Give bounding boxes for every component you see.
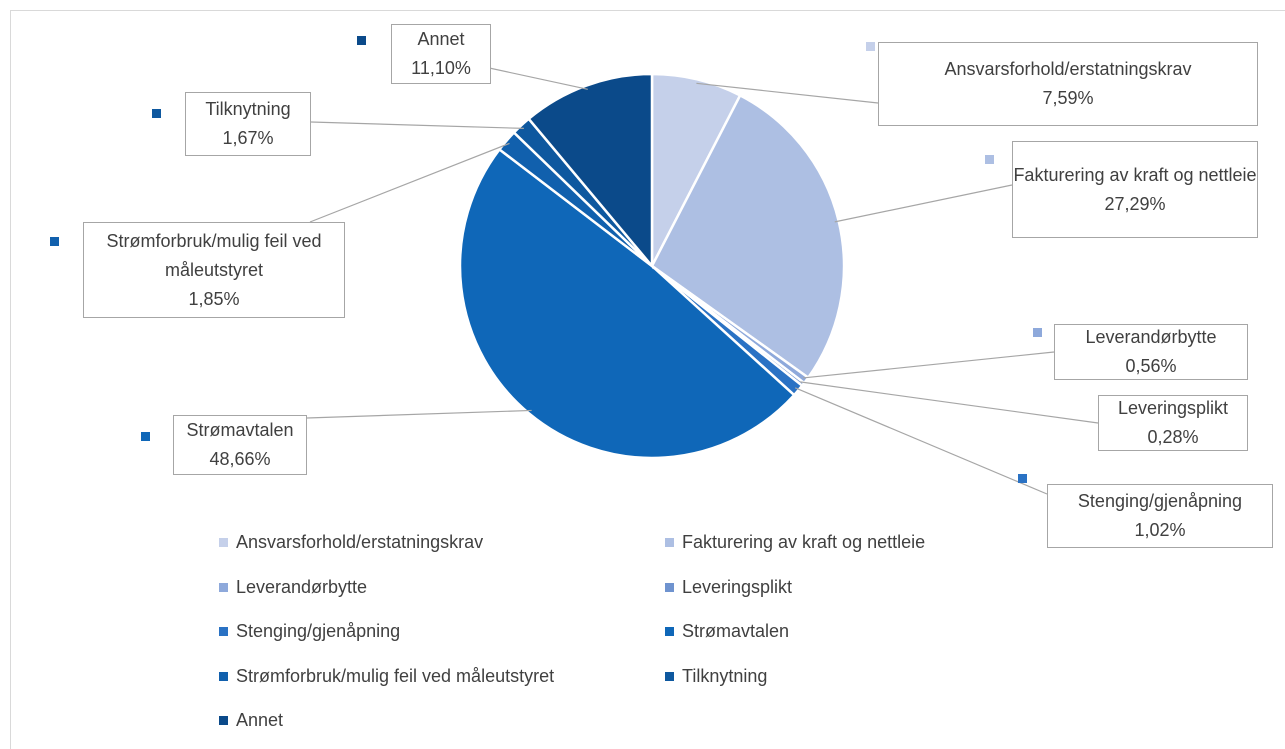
leader-line <box>310 121 524 130</box>
data-label-box: Fakturering av kraft og nettleie 27,29% <box>1012 141 1258 238</box>
label-swatch <box>1018 474 1027 483</box>
data-label-value: 7,59% <box>1042 88 1094 108</box>
leader-line <box>309 142 510 223</box>
legend-swatch <box>219 671 228 681</box>
legend-swatch <box>665 582 674 592</box>
data-label-box: Strømforbruk/mulig feil ved måleutstyret… <box>83 222 345 318</box>
data-label-value: 1,67% <box>222 128 274 148</box>
data-label-value: 48,66% <box>209 449 271 469</box>
leader-line <box>306 409 532 419</box>
data-label-value: 0,56% <box>1125 356 1177 376</box>
legend-label: Strømavtalen <box>682 621 790 641</box>
label-swatch <box>866 42 875 51</box>
legend-label: Ansvarsforhold/erstatningskrav <box>236 532 484 552</box>
legend-swatch <box>665 671 674 681</box>
data-label-name: Leverandørbytte <box>1085 327 1217 347</box>
data-label-name: Leveringsplikt <box>1117 398 1229 418</box>
data-label-box: Tilknytning 1,67% <box>185 92 311 156</box>
pie-slice <box>526 72 654 270</box>
data-label-box: Leverandørbytte 0,56% <box>1054 324 1248 380</box>
data-label-value: 0,28% <box>1147 427 1199 447</box>
legend-label: Tilknytning <box>682 665 768 686</box>
chart-border <box>10 10 1285 749</box>
legend-label: Leveringsplikt <box>682 576 793 597</box>
legend-label: Annet <box>236 710 284 730</box>
legend-label: Stenging/gjenåpning <box>236 621 401 641</box>
legend-label: Leverandørbytte <box>236 576 368 597</box>
data-label-box: Leveringsplikt 0,28% <box>1098 395 1248 451</box>
data-label-value: 1,85% <box>188 288 240 309</box>
label-swatch <box>1033 328 1042 337</box>
label-swatch <box>50 237 59 246</box>
data-label-name: Stenging/gjenåpning <box>1077 491 1243 511</box>
data-label-name: Annet <box>417 29 465 49</box>
leader-line <box>834 184 1013 223</box>
leader-line <box>696 82 879 104</box>
leader-line <box>802 351 1055 379</box>
data-label-box: Ansvarsforhold/erstatningskrav 7,59% <box>878 42 1258 126</box>
legend-label: Fakturering av kraft og nettleie <box>682 532 926 552</box>
leader-line <box>479 65 588 90</box>
leader-line <box>799 381 1099 424</box>
pie-slice <box>458 147 796 460</box>
legend-swatch <box>665 538 674 547</box>
label-swatch <box>985 155 994 164</box>
data-label-value: 1,02% <box>1134 520 1186 540</box>
data-label-name: Strømavtalen <box>186 420 294 440</box>
data-label-name: Fakturering av kraft og nettleie <box>1013 164 1257 185</box>
label-swatch <box>357 36 366 45</box>
legend-label: Strømforbruk/mulig feil ved måleutstyret <box>236 665 555 686</box>
legend-swatch <box>219 582 228 592</box>
data-label-box: Stenging/gjenåpning 1,02% <box>1047 484 1273 548</box>
legend-swatch <box>219 716 228 725</box>
legend-swatch <box>219 538 228 547</box>
leader-line <box>794 387 1048 495</box>
data-label-box: Annet 11,10% <box>391 24 491 84</box>
data-label-name: Strømforbruk/mulig feil ved måleutstyret <box>106 230 322 280</box>
label-swatch <box>152 109 161 118</box>
data-label-name: Tilknytning <box>205 99 291 119</box>
legend-swatch <box>665 627 674 636</box>
data-label-value: 11,10% <box>411 58 471 78</box>
data-label-value: 27,29% <box>1104 193 1166 214</box>
data-label-box: Strømavtalen 48,66% <box>173 415 307 475</box>
legend-swatch <box>219 627 228 636</box>
data-label-name: Ansvarsforhold/erstatningskrav <box>944 59 1192 79</box>
label-swatch <box>141 432 150 441</box>
